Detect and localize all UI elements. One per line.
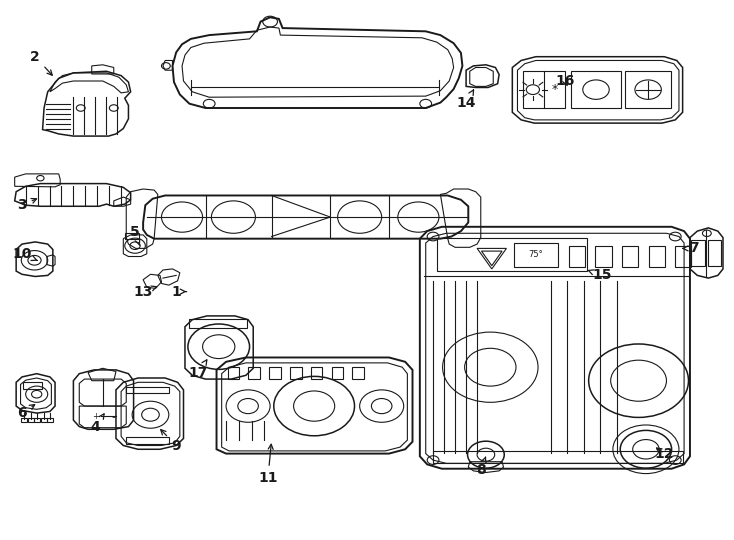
Text: 8: 8 <box>476 457 486 477</box>
Text: 3: 3 <box>17 198 37 212</box>
Bar <box>708 240 721 266</box>
Text: 5: 5 <box>129 225 139 245</box>
Bar <box>523 71 565 108</box>
Text: 4: 4 <box>90 414 104 434</box>
Text: 10: 10 <box>12 247 37 261</box>
Text: +: + <box>92 413 99 421</box>
Text: 1: 1 <box>171 285 186 299</box>
Text: 15: 15 <box>589 268 611 282</box>
Bar <box>622 246 639 267</box>
Text: 6: 6 <box>17 404 34 420</box>
Text: *: * <box>552 83 558 96</box>
Text: 16: 16 <box>556 74 575 88</box>
Bar <box>569 246 585 267</box>
Bar <box>126 437 169 444</box>
Text: 7: 7 <box>683 241 699 255</box>
Text: 2: 2 <box>30 50 52 75</box>
Bar <box>28 418 34 422</box>
Bar <box>47 418 53 422</box>
Bar <box>34 418 40 422</box>
Bar <box>23 382 42 389</box>
Bar <box>310 367 322 379</box>
Bar <box>514 243 558 267</box>
Text: 13: 13 <box>134 285 156 299</box>
Bar <box>126 387 169 393</box>
Text: 11: 11 <box>258 444 277 485</box>
Bar <box>571 71 621 108</box>
Text: 12: 12 <box>655 447 674 461</box>
Bar <box>228 367 239 379</box>
Text: 75°: 75° <box>528 251 543 259</box>
Bar <box>675 246 691 267</box>
Bar <box>41 418 47 422</box>
Bar <box>649 246 665 267</box>
Bar <box>352 367 364 379</box>
Bar <box>332 367 344 379</box>
Bar <box>437 238 587 271</box>
Bar <box>125 233 139 239</box>
Text: -: - <box>112 412 116 422</box>
Bar <box>290 367 302 379</box>
Text: 14: 14 <box>457 90 476 110</box>
Bar <box>433 451 683 463</box>
Bar <box>691 240 705 266</box>
Bar <box>595 246 611 267</box>
Text: 17: 17 <box>189 360 208 380</box>
Bar <box>189 319 247 328</box>
Bar <box>269 367 281 379</box>
Bar <box>21 418 27 422</box>
Bar <box>248 367 260 379</box>
Text: 9: 9 <box>161 430 181 453</box>
Bar <box>625 71 671 108</box>
